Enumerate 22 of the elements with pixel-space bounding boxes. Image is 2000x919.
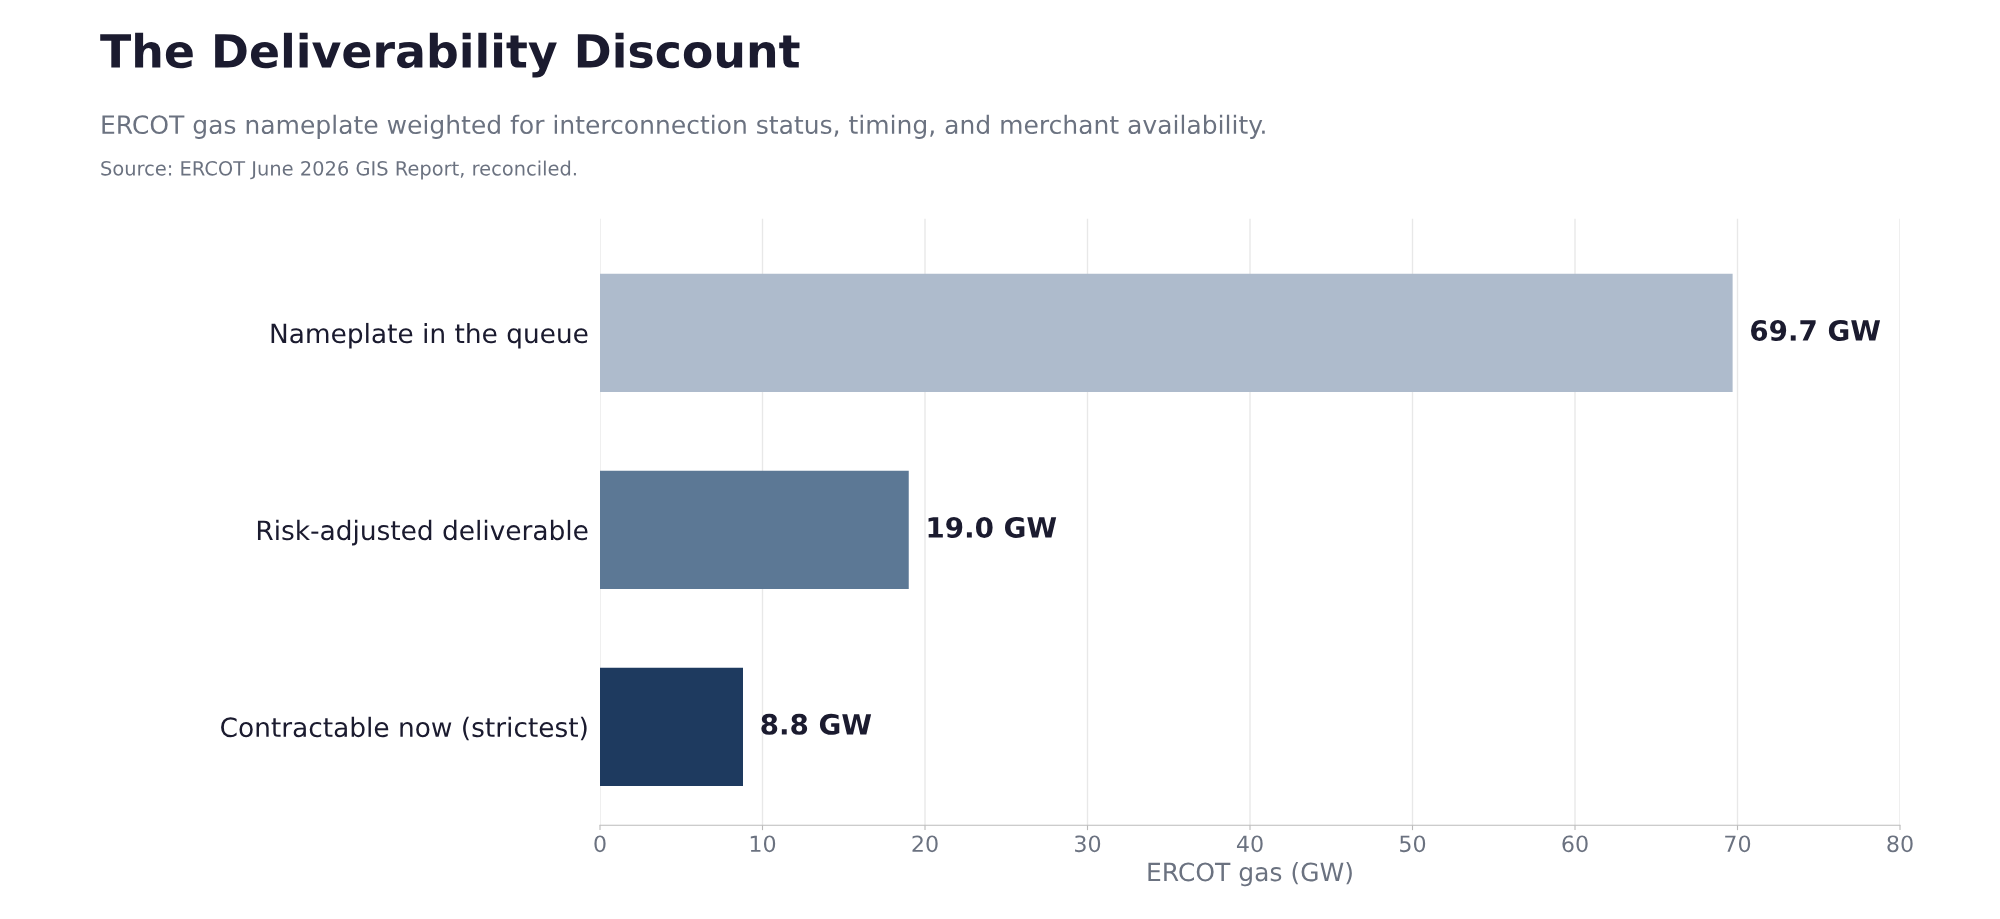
chart-title: The Deliverability Discount	[100, 32, 800, 78]
x-tick-label: 30	[1075, 835, 1101, 853]
bar	[600, 470, 909, 589]
x-tick-label: 60	[1562, 835, 1588, 853]
bar	[600, 273, 1733, 393]
y-tick-label: Nameplate in the queue	[271, 322, 588, 349]
source-note: Source: ERCOT June 2026 GIS Report, reconciled.	[101, 160, 576, 180]
data-label: 19.0 GW	[928, 516, 1057, 538]
y-tick-label: Risk-adjusted deliverable	[257, 519, 588, 546]
x-tick-label: 80	[1887, 835, 1913, 853]
bar	[600, 667, 743, 786]
chart-subtitle: ERCOT gas nameplate weighted for interconnection status, timing, and merchant availability.	[102, 114, 1265, 139]
x-tick-label: 50	[1400, 835, 1426, 853]
x-tick-label: 0	[594, 835, 606, 853]
data-label: 69.7 GW	[1751, 319, 1881, 341]
x-tick-label: 70	[1725, 835, 1751, 853]
x-tick-label: 10	[750, 835, 776, 853]
y-tick-label: Contractable now (strictest)	[221, 716, 587, 741]
x-tick-label: 40	[1236, 835, 1263, 853]
x-axis-title: ERCOT gas (GW)	[1148, 862, 1352, 887]
x-tick-label: 20	[912, 835, 938, 853]
data-label: 8.8 GW	[761, 713, 872, 735]
